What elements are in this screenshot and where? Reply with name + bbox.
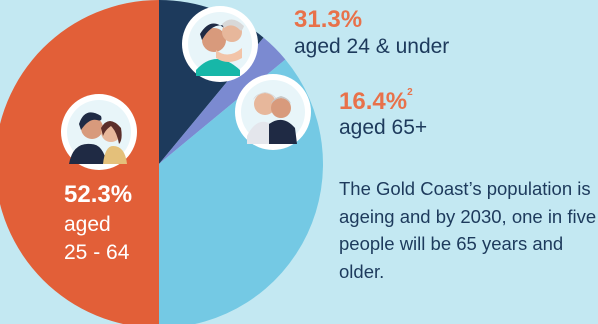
description-text: The Gold Coast’s population is ageing an… bbox=[339, 178, 597, 282]
label-25-64-range: 25 - 64 bbox=[64, 241, 130, 264]
label-25-64-pct: 52.3% bbox=[64, 181, 133, 208]
label-24-under-text: aged 24 & under bbox=[294, 35, 450, 58]
slice-65-plus bbox=[159, 37, 286, 164]
adult-couple-avatar-icon bbox=[61, 94, 137, 170]
label-25-64-aged: aged bbox=[64, 213, 111, 236]
label-65-plus-pct: 16.4%2 bbox=[339, 87, 413, 115]
label-65-plus-pct-value: 16.4% bbox=[339, 88, 408, 115]
label-65-plus-text: aged 65+ bbox=[339, 116, 428, 139]
elderly-couple-avatar-icon bbox=[235, 74, 311, 150]
footnote-marker: 2 bbox=[407, 87, 413, 98]
young-people-avatar-icon bbox=[182, 6, 258, 82]
label-24-under-pct: 31.3% bbox=[294, 6, 363, 33]
